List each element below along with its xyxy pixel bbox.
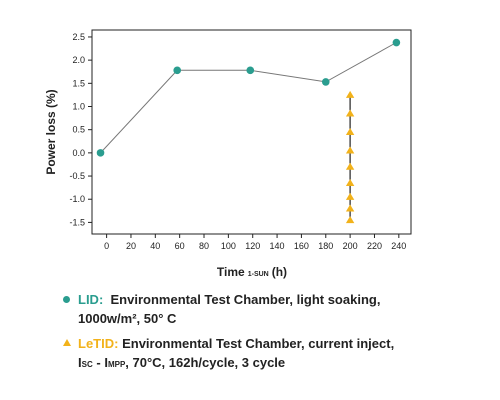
data-point-letid <box>345 216 355 224</box>
legend-lid-line1: LID: Environmental Test Chamber, light s… <box>78 290 380 309</box>
y-tick-label: 1.5 <box>72 78 85 88</box>
data-point-letid <box>345 128 355 135</box>
x-tick-label: 240 <box>391 241 406 251</box>
y-tick-label: -0.5 <box>69 171 85 181</box>
data-point-letid <box>345 179 355 186</box>
x-tick-label: 40 <box>150 241 160 251</box>
legend-letid-text1: Environmental Test Chamber, current inje… <box>122 336 395 351</box>
x-tick-label: 140 <box>270 241 285 251</box>
legend-lid: LID: Environmental Test Chamber, light s… <box>63 290 380 328</box>
data-point-letid <box>345 109 355 117</box>
legend-letid-line2: ISC - IMPP, 70°C, 162h/cycle, 3 cycle <box>78 355 286 370</box>
y-axis-title: Power loss (%) <box>44 89 58 174</box>
data-point-letid <box>345 162 355 170</box>
x-axis-title: Time 1-SUN (h) <box>217 265 287 279</box>
plot-frame <box>91 29 412 235</box>
data-point-letid <box>345 204 355 212</box>
x-tick-label: 180 <box>318 241 333 251</box>
x-tick-label: 100 <box>221 241 236 251</box>
lid-marker-icon <box>63 296 70 303</box>
x-tick-label: 80 <box>199 241 209 251</box>
letid-marker-icon <box>63 339 71 346</box>
legend-lid-label: LID: <box>78 292 104 307</box>
x-tick-label: 160 <box>294 241 309 251</box>
legend-letid-line1: LeTID: Environmental Test Chamber, curre… <box>78 334 394 353</box>
legend-letid: LeTID: Environmental Test Chamber, curre… <box>63 334 394 374</box>
x-axis-ticks: 0 20 40 60 80 100 120 140 160 180 200 220 240 <box>104 234 406 251</box>
chart: -1.5 -1.0 -0.5 0.0 0.5 1.0 1.5 2.0 2.5 0 20 40 60 80… <box>44 29 412 279</box>
x-tick-label: 220 <box>367 241 382 251</box>
data-point-lid <box>392 38 401 47</box>
x-axis-title-sub: 1-SUN <box>248 271 269 278</box>
y-tick-label: -1.0 <box>69 194 85 204</box>
x-tick-label: 0 <box>104 241 109 251</box>
y-tick-label: 0.0 <box>72 148 85 158</box>
x-tick-label: 120 <box>245 241 260 251</box>
legend-lid-line2: 1000w/m², 50° C <box>78 311 177 326</box>
y-tick-label: 1.0 <box>72 102 85 112</box>
x-axis-title-unit: (h) <box>272 265 287 279</box>
data-point-lid <box>246 66 255 75</box>
x-axis-title-main: Time <box>217 265 245 279</box>
y-tick-label: 0.5 <box>72 125 85 135</box>
data-point-letid <box>345 90 355 98</box>
x-tick-label: 200 <box>343 241 358 251</box>
x-tick-label: 20 <box>126 241 136 251</box>
series-points <box>96 38 401 224</box>
data-point-lid <box>321 78 330 86</box>
data-point-lid <box>96 149 105 157</box>
x-tick-label: 60 <box>175 241 185 251</box>
y-tick-label: 2.5 <box>72 32 85 42</box>
y-tick-label: 2.0 <box>72 55 85 65</box>
y-axis-ticks: -1.5 -1.0 -0.5 0.0 0.5 1.0 1.5 2.0 2.5 <box>69 32 92 227</box>
legend-letid-label: LeTID: <box>78 336 119 351</box>
data-point-lid <box>173 66 182 75</box>
data-point-letid <box>345 192 355 200</box>
y-tick-label: -1.5 <box>69 217 85 227</box>
legend-lid-text1: Environmental Test Chamber, light soakin… <box>110 292 381 307</box>
data-point-letid <box>345 146 355 154</box>
